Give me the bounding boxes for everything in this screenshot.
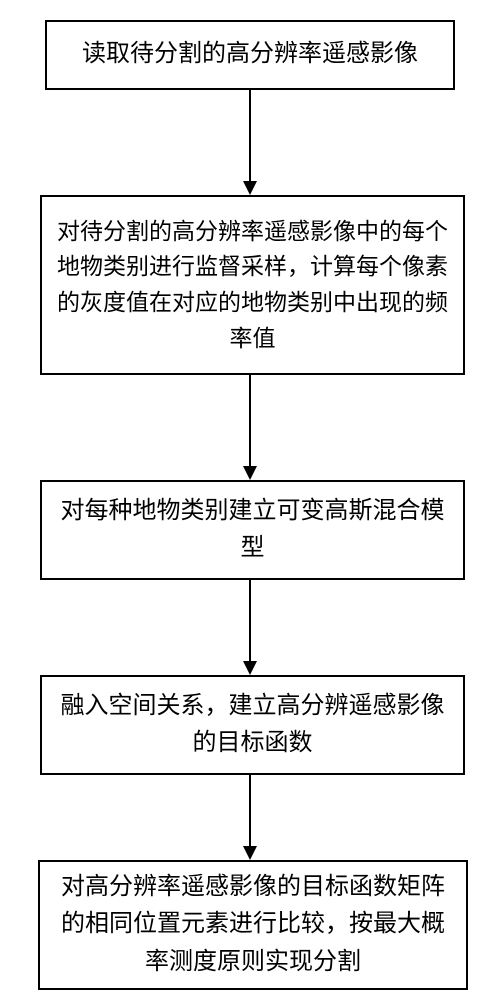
flow-node-4: 融入空间关系，建立高分辨遥感影像的目标函数 — [40, 675, 465, 775]
flow-node-4-text: 融入空间关系，建立高分辨遥感影像的目标函数 — [54, 688, 451, 762]
flow-node-3: 对每种地物类别建立可变高斯混合模型 — [40, 480, 465, 580]
arrow-head-icon — [243, 846, 257, 860]
flow-node-2: 对待分割的高分辨率遥感影像中的每个地物类别进行监督采样，计算每个像素的灰度值在对… — [40, 195, 465, 375]
arrow-shaft — [249, 375, 251, 466]
flow-node-5-text: 对高分辨率遥感影像的目标函数矩阵的相同位置元素进行比较，按最大概率测度原则实现分… — [52, 869, 454, 981]
arrow-shaft — [249, 775, 251, 846]
arrow-shaft — [249, 90, 251, 181]
flowchart-container: 读取待分割的高分辨率遥感影像 对待分割的高分辨率遥感影像中的每个地物类别进行监督… — [0, 0, 501, 1000]
flow-node-3-text: 对每种地物类别建立可变高斯混合模型 — [54, 493, 451, 567]
flow-node-2-text: 对待分割的高分辨率遥感影像中的每个地物类别进行监督采样，计算每个像素的灰度值在对… — [54, 214, 451, 357]
arrow-head-icon — [243, 661, 257, 675]
flow-node-5: 对高分辨率遥感影像的目标函数矩阵的相同位置元素进行比较，按最大概率测度原则实现分… — [38, 860, 468, 990]
flow-node-1: 读取待分割的高分辨率遥感影像 — [45, 20, 455, 90]
arrow-head-icon — [243, 466, 257, 480]
arrow-head-icon — [243, 181, 257, 195]
arrow-shaft — [249, 580, 251, 661]
flow-node-1-text: 读取待分割的高分辨率遥感影像 — [82, 36, 418, 73]
